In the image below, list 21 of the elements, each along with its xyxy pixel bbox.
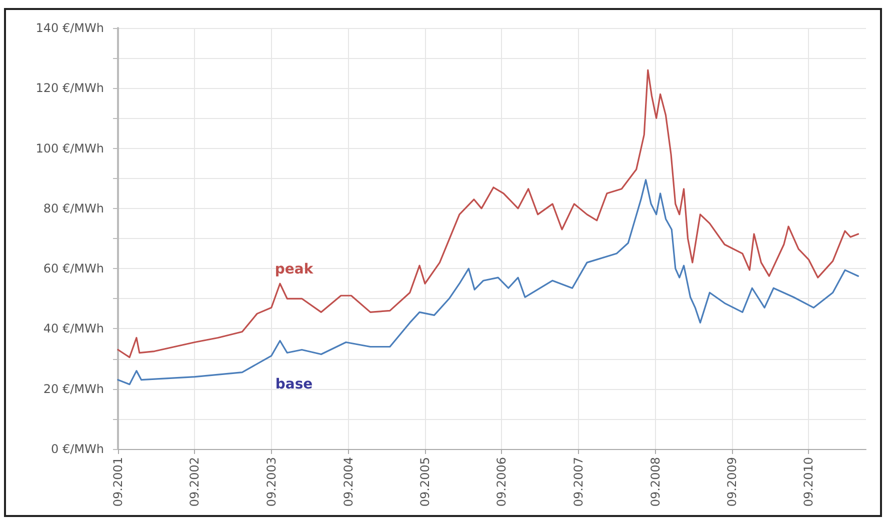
x-tick-label: 09.2006 (494, 457, 509, 507)
x-tick-label: 09.2005 (418, 457, 432, 507)
y-tick-label: 0 €/MWh (51, 442, 104, 456)
x-tick-label: 09.2008 (648, 457, 662, 507)
y-tick-label: 120 €/MWh (36, 81, 104, 96)
x-tick-label: 09.2002 (188, 457, 202, 507)
x-tick-label: 09.2004 (341, 457, 356, 507)
series-label: base (275, 376, 313, 393)
series-label: peak (274, 262, 314, 278)
x-tick-label: 09.2003 (264, 457, 278, 507)
y-tick-label: 20 €/MWh (43, 382, 104, 396)
x-tick-label: 09.2007 (571, 457, 586, 507)
y-tick-label: 140 €/MWh (36, 21, 104, 35)
x-tick-label: 09.2009 (724, 457, 739, 507)
y-tick-label: 80 €/MWh (43, 201, 104, 216)
x-tick-label: 09.2010 (802, 457, 816, 507)
y-tick-label: 100 €/MWh (36, 141, 104, 156)
x-tick-label: 09.2001 (111, 457, 125, 507)
y-tick-label: 60 €/MWh (43, 262, 104, 276)
line-series (117, 69, 860, 358)
y-tick-label: 40 €/MWh (43, 322, 104, 336)
